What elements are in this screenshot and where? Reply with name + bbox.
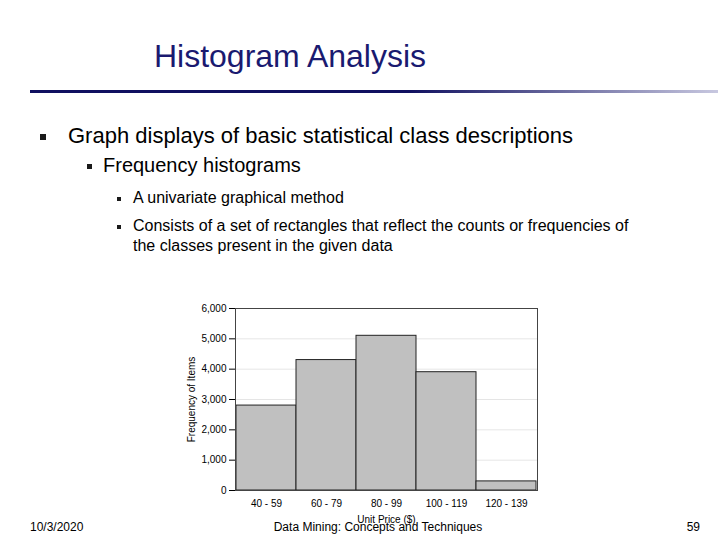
svg-text:40 - 59: 40 - 59 [251,498,283,509]
svg-text:3,000: 3,000 [201,394,226,405]
svg-text:2,000: 2,000 [201,424,226,435]
svg-text:5,000: 5,000 [201,333,226,344]
svg-text:0: 0 [221,485,227,496]
svg-text:1,000: 1,000 [201,454,226,465]
svg-text:120 - 139: 120 - 139 [485,498,528,509]
svg-text:60 - 79: 60 - 79 [311,498,343,509]
svg-text:4,000: 4,000 [201,363,226,374]
svg-text:6,000: 6,000 [201,303,226,314]
svg-text:80 - 99: 80 - 99 [371,498,403,509]
svg-text:Frequency of Items: Frequency of Items [186,357,197,443]
svg-text:100 - 119: 100 - 119 [426,498,468,509]
